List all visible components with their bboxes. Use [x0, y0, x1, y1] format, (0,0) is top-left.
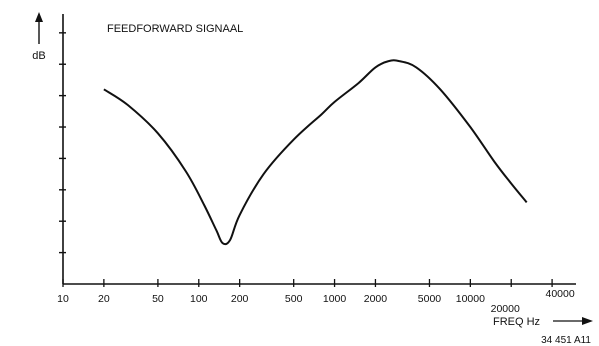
- y-label-group: dB: [32, 12, 46, 62]
- x-tick-label-1: 20: [98, 293, 110, 305]
- x-tick-label-9: 10000: [456, 293, 485, 305]
- x-tick-label-5: 500: [285, 293, 303, 305]
- x-tick-label-3: 100: [190, 293, 208, 305]
- y-axis-label: dB: [32, 50, 45, 62]
- x-tick-label-10: 20000: [491, 303, 520, 315]
- x-label-arrowhead: [582, 317, 593, 325]
- x-label-group: FREQ Hz: [493, 316, 593, 328]
- x-tick-label-4: 200: [231, 293, 249, 305]
- x-tick-label-8: 5000: [418, 293, 442, 305]
- x-ticks: 10 20 50 100 200 500 1000 2000 5000 10000 20000 400…: [57, 279, 575, 315]
- y-axis-group: [59, 14, 66, 284]
- series-line: [103, 59, 528, 246]
- x-tick-label-6: 1000: [323, 293, 347, 305]
- x-tick-label-2: 50: [152, 293, 164, 305]
- x-tick-label-7: 2000: [364, 293, 388, 305]
- x-tick-label-0: 10: [57, 293, 69, 305]
- figure-id: 34 451 A11: [541, 335, 591, 346]
- y-ticks: [59, 32, 66, 254]
- y-label-arrowhead: [35, 12, 43, 22]
- x-axis-label: FREQ Hz: [493, 316, 540, 328]
- x-axis-group: 10 20 50 100 200 500 1000 2000 5000 10000 20000 400…: [57, 279, 576, 315]
- chart-title: FEEDFORWARD SIGNAAL: [107, 23, 243, 35]
- x-tick-label-11: 40000: [545, 288, 574, 300]
